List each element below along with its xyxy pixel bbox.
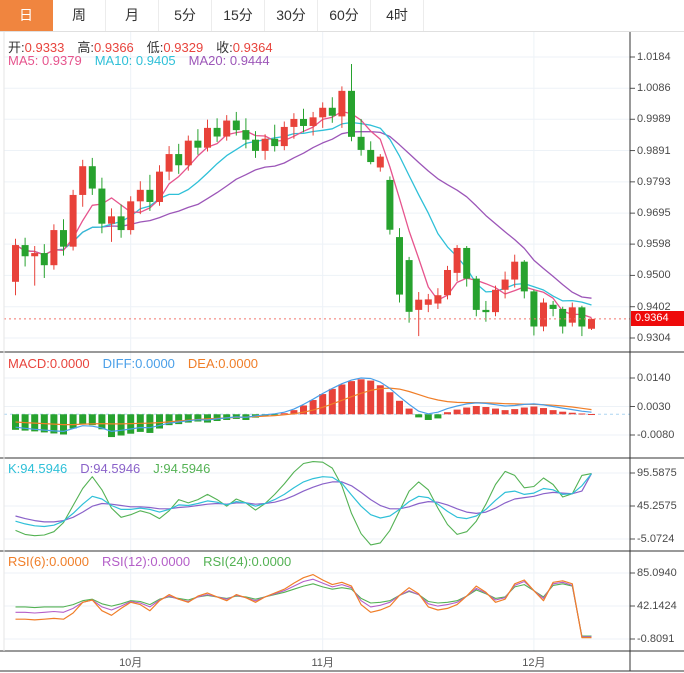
legend-item: MA5: 0.9379 (8, 53, 82, 68)
legend-item: J:94.5946 (153, 461, 211, 476)
timeframe-tab-5[interactable]: 30分 (265, 0, 318, 31)
y-axis-tick-label: 85.0940 (637, 567, 677, 579)
ohlc-item: 高:0.9366 (77, 40, 134, 55)
ohlc-item: 低:0.9329 (146, 40, 204, 55)
y-axis-tick-label: 42.1424 (637, 600, 677, 612)
y-axis-tick-label: -5.0724 (637, 533, 675, 545)
ohlc-item: 开:0.9333 (8, 40, 65, 55)
legend-item: RSI(24):0.0000 (203, 554, 292, 569)
y-axis-tick-label: 0.9598 (637, 238, 671, 251)
y-axis-tick-label: 0.9891 (637, 144, 671, 157)
timeframe-tabbar: 日周月 5分 15分 30分 60分 4时 (0, 0, 684, 32)
y-axis-tick-label: 0.9793 (637, 175, 671, 188)
timeframe-tab-1[interactable]: 周 (53, 0, 106, 31)
y-axis-tick-label: 95.5875 (637, 466, 677, 479)
y-axis-tick-label: 45.2575 (637, 500, 677, 512)
legend-item: MACD:0.0000 (8, 356, 90, 371)
current-price-tag: 0.9364 (631, 311, 684, 327)
y-axis-tick-label: 1.0184 (637, 51, 671, 63)
legend-item: K:94.5946 (8, 461, 68, 476)
y-axis-tick-label: 0.0140 (637, 372, 671, 384)
ohlc-readout: 开:0.9333 高:0.9366 低:0.9329 收:0.9364 (8, 37, 286, 56)
timeframe-tab-4[interactable]: 15分 (212, 0, 265, 31)
rsi-legend: RSI(6):0.0000 RSI(12):0.0000 RSI(24):0.000… (8, 554, 304, 569)
y-axis-tick-label: 0.9695 (637, 207, 671, 220)
y-axis-tick-label: 0.0030 (637, 400, 671, 413)
y-axis-tick-label: 0.9402 (637, 300, 671, 313)
timeframe-tab-7[interactable]: 4时 (371, 0, 424, 31)
y-axis-tick-label: 1.0086 (637, 82, 671, 95)
legend-item: RSI(12):0.0000 (101, 554, 191, 569)
x-axis-month-label: 10月 (119, 657, 143, 669)
y-axis-tick-label: -0.0080 (637, 428, 675, 441)
y-axis-tick-label: 0.9500 (637, 269, 671, 282)
y-axis-tick-label: -0.8091 (637, 632, 675, 645)
x-axis-month-label: 12月 (522, 657, 546, 669)
timeframe-tab-0[interactable]: 日 (0, 0, 53, 31)
ma-legend: MA5: 0.9379 MA10: 0.9405 MA20: 0.9444 (8, 53, 283, 68)
x-axis-month-label: 11月 (311, 657, 334, 669)
legend-item: DEA:0.0000 (187, 356, 259, 371)
ohlc-item: 收:0.9364 (216, 40, 273, 55)
legend-item: RSI(6):0.0000 (8, 554, 89, 569)
timeframe-tab-2[interactable]: 月 (106, 0, 159, 31)
legend-item: MA10: 0.9405 (94, 53, 176, 68)
macd-legend: MACD:0.0000 DIFF:0.0000 DEA:0.0000 (8, 356, 271, 371)
y-axis-tick-label: 0.9989 (637, 113, 671, 126)
legend-item: MA20: 0.9444 (188, 53, 270, 68)
legend-item: DIFF:0.0000 (102, 356, 175, 371)
timeframe-tab-3[interactable]: 5分 (159, 0, 212, 31)
timeframe-tab-6[interactable]: 60分 (318, 0, 371, 31)
legend-item: D:94.5946 (80, 461, 141, 476)
y-axis-tick-label: 0.9304 (637, 332, 671, 344)
kdj-legend: K:94.5946 D:94.5946 J:94.5946 (8, 461, 223, 476)
